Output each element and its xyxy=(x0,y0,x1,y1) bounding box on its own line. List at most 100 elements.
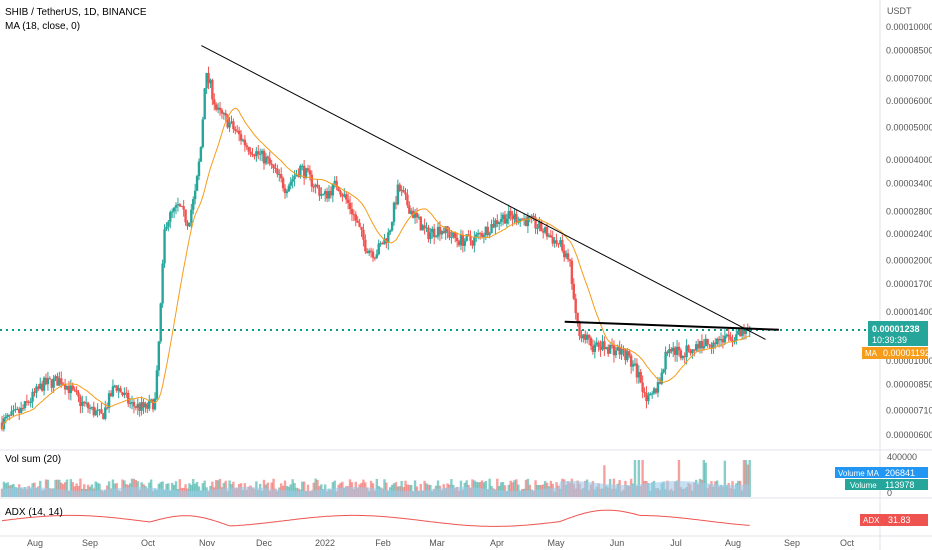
candle-body xyxy=(333,180,336,184)
candle-body xyxy=(700,341,704,349)
volume-bar xyxy=(704,462,707,497)
candle-body xyxy=(731,339,734,343)
candle-body xyxy=(301,165,304,167)
candle-body xyxy=(343,194,346,197)
candle-body xyxy=(494,220,497,228)
candle-body xyxy=(170,211,174,213)
candle-body xyxy=(77,392,80,397)
candle-body xyxy=(113,385,117,387)
candle-body xyxy=(40,383,44,391)
volume-bar xyxy=(291,479,294,497)
price-tick: 0.00006000 xyxy=(886,96,932,106)
candle-body xyxy=(245,145,248,147)
candle-body xyxy=(58,378,61,386)
candle-body xyxy=(312,186,315,188)
volume-pane-title[interactable]: Vol sum (20) xyxy=(5,454,61,465)
candle-body xyxy=(203,88,206,120)
candle-body xyxy=(186,222,189,227)
candle-body xyxy=(620,348,623,355)
candle-body xyxy=(740,329,744,336)
candle-body xyxy=(216,107,220,110)
candle-body xyxy=(626,351,629,361)
candle-body xyxy=(234,129,237,131)
candle-body xyxy=(320,194,323,196)
candle-body xyxy=(383,238,386,245)
candle-body xyxy=(735,334,738,341)
candle-body xyxy=(463,240,466,246)
candle-body xyxy=(262,150,266,164)
candle-body xyxy=(197,161,201,177)
volume-bar xyxy=(86,484,90,497)
candle-body xyxy=(691,349,694,354)
volume-bar xyxy=(633,460,637,497)
time-label: Aug xyxy=(725,538,741,548)
ma-badge-value: 0.00001192 xyxy=(883,348,930,358)
volume-bar xyxy=(214,480,218,497)
candle-body xyxy=(373,257,377,259)
candle-body xyxy=(561,240,564,251)
volume-bar xyxy=(637,460,641,497)
volume-bar xyxy=(178,479,182,497)
candle-body xyxy=(649,393,652,396)
candle-body xyxy=(505,218,509,224)
candle-body xyxy=(94,410,97,416)
candle-body xyxy=(654,388,658,393)
candle-body xyxy=(605,347,608,350)
candle-body xyxy=(677,346,681,351)
candle-body xyxy=(155,370,159,399)
candle-body xyxy=(656,382,660,393)
candle-body xyxy=(81,401,84,407)
candle-body xyxy=(643,391,646,393)
candle-body xyxy=(192,199,195,210)
time-label: Jun xyxy=(610,538,625,548)
candle-body xyxy=(702,346,706,349)
volume-bar xyxy=(742,460,746,497)
candle-body xyxy=(501,214,505,219)
candle-body xyxy=(86,402,90,409)
candle-body xyxy=(423,225,426,228)
candle-body xyxy=(377,243,380,255)
candle-body xyxy=(52,378,55,388)
candle-body xyxy=(413,212,417,218)
candle-body xyxy=(63,384,67,390)
candle-body xyxy=(652,388,656,394)
candle-body xyxy=(394,202,398,205)
candle-body xyxy=(148,400,151,409)
candle-body xyxy=(25,401,29,403)
adx-badge-label: ADX xyxy=(863,516,880,525)
candle-body xyxy=(436,226,440,237)
volume-bar xyxy=(496,478,499,497)
ma-badge: MA 0.00001192 xyxy=(862,347,930,359)
candle-body xyxy=(356,220,359,223)
volume-bar xyxy=(58,479,61,497)
candle-body xyxy=(390,221,394,231)
volume-value: 113978 xyxy=(885,480,914,490)
candle-body xyxy=(457,241,461,246)
candle-body xyxy=(429,232,432,240)
candle-body xyxy=(557,243,560,245)
candle-body xyxy=(337,186,340,192)
candle-body xyxy=(42,377,46,391)
volume-bar xyxy=(423,480,426,497)
volume-bar xyxy=(63,482,67,497)
candle-body xyxy=(742,329,746,334)
candle-body xyxy=(176,204,180,206)
candle-body xyxy=(12,410,15,412)
symbol-title[interactable]: SHIB / TetherUS, 1D, BINANCE xyxy=(5,7,147,18)
candle-body xyxy=(689,350,692,354)
candle-body xyxy=(207,73,210,84)
price-tick: 0.00000710 xyxy=(886,406,932,416)
candle-body xyxy=(358,222,361,227)
candle-body xyxy=(161,263,164,304)
last-price-badge: 0.00001238 10:39:39 xyxy=(868,321,928,346)
candle-body xyxy=(169,212,172,222)
adx-pane-title[interactable]: ADX (14, 14) xyxy=(5,507,63,518)
candle-body xyxy=(289,181,292,186)
candle-body xyxy=(551,237,554,244)
candle-body xyxy=(144,403,147,408)
candle-body xyxy=(190,209,193,223)
ma-indicator-title[interactable]: MA (18, close, 0) xyxy=(5,21,80,32)
candle-body xyxy=(287,185,291,192)
candle-body xyxy=(482,235,486,237)
